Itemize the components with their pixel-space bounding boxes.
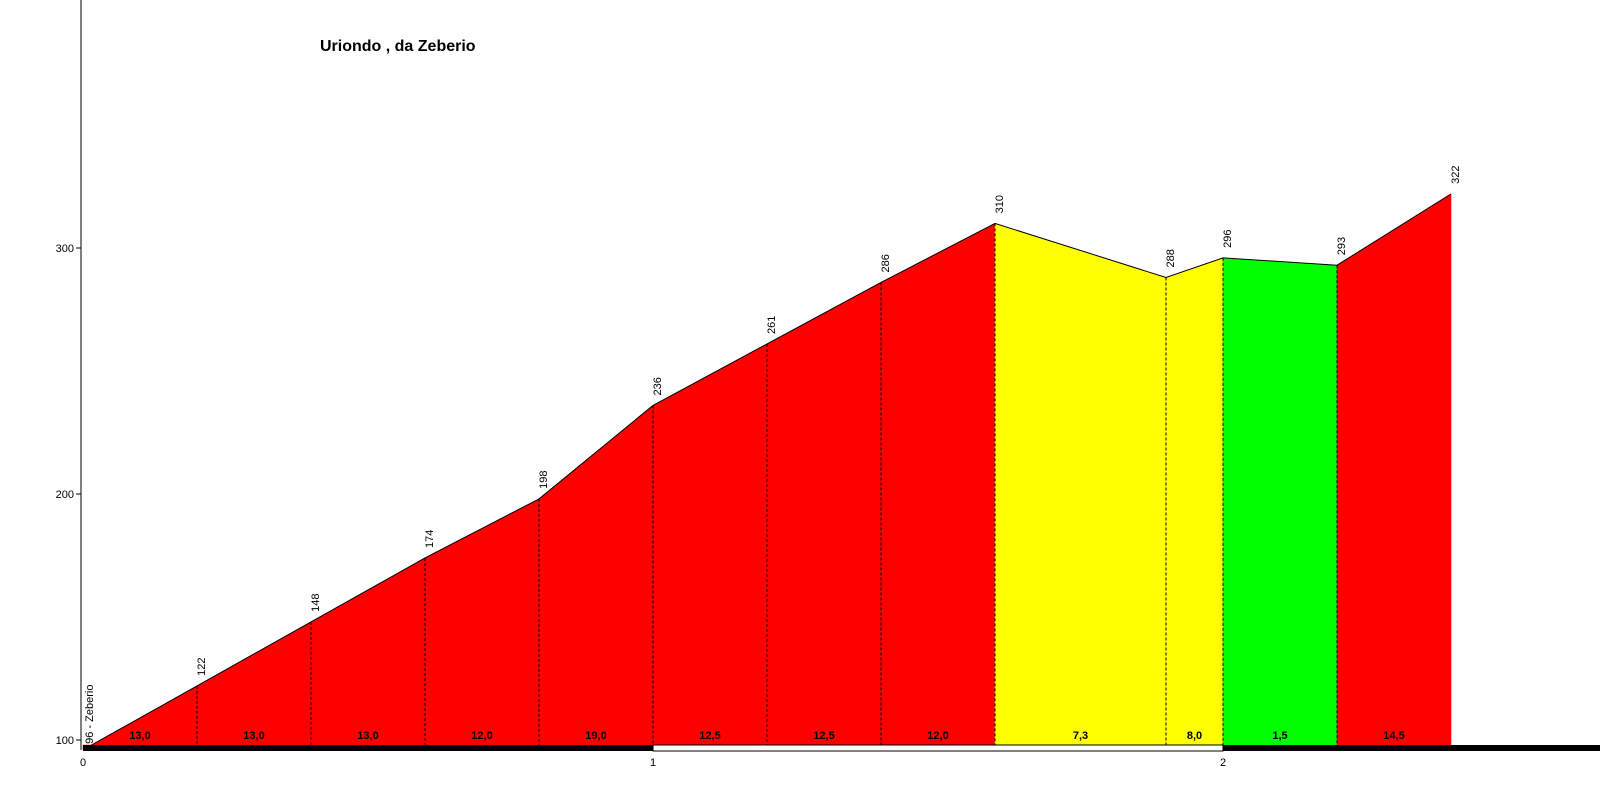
gradient-label: 12,5 [813, 730, 834, 742]
segment-fill [994, 223, 1167, 746]
segment-fill [424, 498, 540, 746]
elevation-label: 122 [196, 658, 208, 676]
profile-outline [82, 193, 1452, 751]
gradient-label: 12,0 [471, 730, 492, 742]
segment-fill [766, 282, 882, 746]
gradient-label: 8,0 [1187, 730, 1202, 742]
gradient-label: 13,0 [357, 730, 378, 742]
elevation-label: 174 [424, 530, 436, 548]
gradient-label: 14,5 [1383, 730, 1404, 742]
scale-bar-km-0 [83, 745, 653, 751]
elevation-label: 148 [310, 594, 322, 612]
y-axis-ticks: 100 200 300 [56, 243, 81, 747]
elevation-label: 293 [1336, 237, 1348, 255]
gradient-label: 19,0 [585, 730, 606, 742]
elevation-labels: 96 - Zeberio 122 148 174 198 236 261 286 310 288 2… [84, 166, 1462, 744]
segment-fill [880, 222, 996, 746]
chart-title: Uriondo , da Zeberio [320, 38, 476, 55]
elevation-label: 310 [994, 195, 1006, 213]
elevation-label: 322 [1450, 166, 1462, 184]
x-tick-label: 0 [80, 757, 86, 769]
y-tick-label: 200 [56, 489, 74, 501]
elevation-label: 296 [1222, 229, 1234, 247]
segment-fill [1222, 257, 1338, 746]
segment-fill [538, 404, 654, 746]
segment-fill [652, 343, 768, 746]
elevation-label: 261 [766, 316, 778, 334]
segment-fill [310, 557, 426, 746]
gradient-label: 12,0 [927, 730, 948, 742]
gradient-label: 7,3 [1073, 730, 1088, 742]
segment-fill [1336, 193, 1452, 746]
segment-fill [1165, 257, 1224, 746]
scale-bar-km-1 [652, 744, 1224, 752]
x-axis-ticks: 0 1 2 [80, 757, 1226, 769]
elevation-label: 96 - Zeberio [84, 685, 96, 744]
gradient-label: 13,0 [129, 730, 150, 742]
gradient-label: 13,0 [243, 730, 264, 742]
elevation-label: 236 [652, 377, 664, 395]
elevation-label: 198 [538, 471, 550, 489]
x-tick-label: 1 [650, 757, 656, 769]
y-tick-label: 300 [56, 243, 74, 255]
scale-bar-km-2 [1223, 745, 1600, 751]
distance-scale-bar [83, 744, 1600, 752]
y-tick-label: 100 [56, 735, 74, 747]
gradient-labels: 13,0 13,0 13,0 12,0 19,0 12,5 12,5 12,0 7,3 8,0 1,… [129, 730, 1404, 742]
elevation-label: 288 [1165, 249, 1177, 267]
x-tick-label: 2 [1220, 757, 1226, 769]
elevation-label: 286 [880, 254, 892, 272]
segment-dividers [196, 223, 1338, 745]
gradient-label: 1,5 [1272, 730, 1287, 742]
segment-fill [196, 621, 312, 746]
segment-fills [82, 193, 1452, 751]
gradient-label: 12,5 [699, 730, 720, 742]
